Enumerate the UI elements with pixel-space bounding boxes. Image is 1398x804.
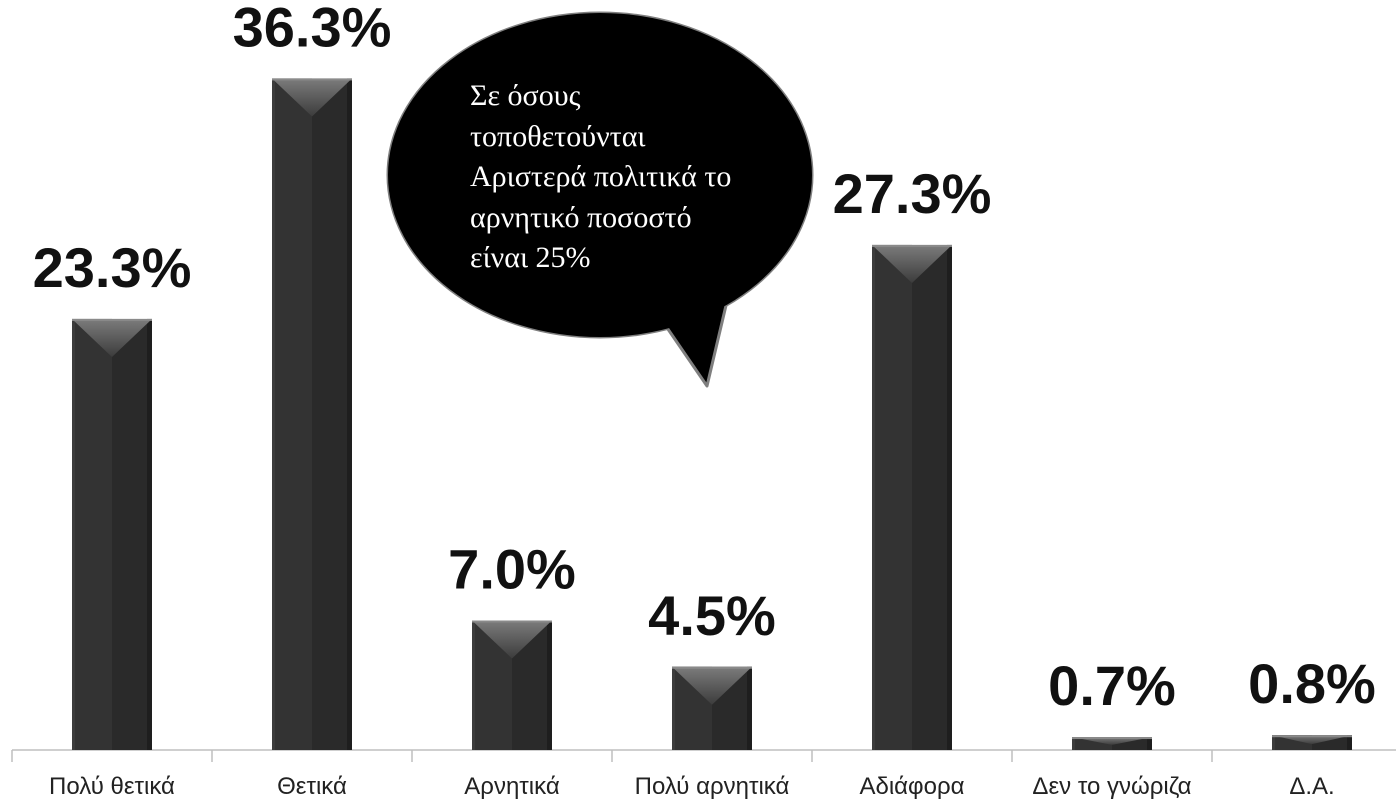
bars-layer [72, 78, 1352, 750]
x-tick-label: Πολύ αρνητικά [635, 773, 790, 800]
bar-2 [272, 78, 352, 750]
callout-line: τοποθετούνται [470, 120, 646, 153]
callout-line: Αριστερά πολιτικά το [470, 160, 731, 193]
bar-1 [72, 318, 152, 750]
bar-6 [1072, 737, 1152, 750]
callout-line: Σε όσους [470, 79, 581, 112]
callout-line: αρνητικό ποσοστό [470, 201, 692, 234]
data-label: 0.8% [1248, 652, 1376, 715]
data-label: 23.3% [33, 236, 192, 299]
bar-3 [472, 620, 552, 750]
data-label: 7.0% [448, 538, 576, 601]
data-label: 4.5% [648, 584, 776, 647]
callout-body [388, 13, 812, 337]
labels-layer: 23.3% Πολύ θετικά 36.3% Θετικά 7.0% Αρνητικά 4… [33, 0, 1376, 800]
x-axis [11, 749, 1396, 762]
data-label: 27.3% [833, 162, 992, 225]
data-label: 36.3% [233, 0, 392, 58]
x-tick-label: Αδιάφορα [859, 773, 964, 800]
x-tick-label: Πολύ θετικά [49, 773, 175, 800]
data-label: 0.7% [1048, 654, 1176, 717]
callout-line: είναι 25% [470, 241, 591, 274]
x-tick-label: Δεν το γνώριζα [1032, 773, 1191, 800]
x-tick-label: Θετικά [277, 773, 347, 800]
x-tick-label: Αρνητικά [464, 773, 560, 800]
bar-7 [1272, 735, 1352, 750]
bar-4 [672, 666, 752, 750]
callout-bubble: Σε όσους τοποθετούνται Αριστερά πολιτικά… [386, 11, 814, 388]
bar-5 [872, 244, 952, 750]
x-tick-label: Δ.Α. [1289, 773, 1334, 800]
